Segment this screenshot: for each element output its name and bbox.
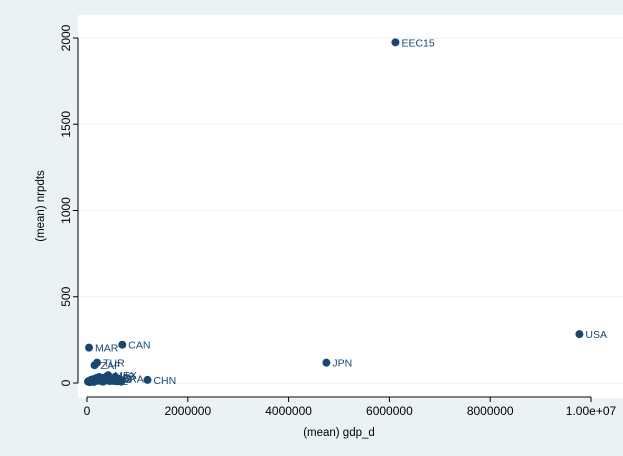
x-tick-label: 2000000 [164,404,211,418]
y-axis-ticks: 0 500 1000 1500 2000 [59,24,78,386]
x-axis-ticks: 0 2000000 4000000 6000000 8000000 1.00e+07 [84,397,617,418]
x-tick-label: 8000000 [467,404,514,418]
y-tick-label: 500 [59,286,73,306]
grid-lines [78,37,623,384]
data-point-jpn [322,358,331,367]
y-tick-label: 1500 [59,111,73,138]
data-point-chn [143,375,152,384]
x-tick-label: 4000000 [265,404,312,418]
point-label-can: CAN [128,340,150,352]
data-point-mar [85,343,94,352]
point-label-chn: CHN [153,375,176,387]
data-points: EEC15USACANMARJPNTURZAFCHNMEXINDBRAKORAR… [84,37,607,388]
data-point-usa [575,330,584,339]
data-point [117,377,126,386]
point-label-usa: USA [585,329,607,341]
data-point-eec15 [391,38,400,47]
y-tick-label: 0 [59,379,73,386]
data-point-can [118,340,127,349]
x-tick-label: 0 [84,404,91,418]
x-axis-label: (mean) gdp_d [303,427,375,439]
point-label-zaf: ZAF [101,360,121,372]
point-label-jpn: JPN [332,358,352,370]
y-tick-label: 1000 [59,197,73,224]
y-tick-label: 2000 [59,24,73,51]
data-point-zaf [90,361,99,370]
point-label-bra: BRA [122,374,144,386]
point-label-mar: MAR [95,343,119,355]
y-axis-label: (mean) nrpdts [35,170,47,242]
x-tick-label: 1.00e+07 [566,404,617,418]
point-label-eec15: EEC15 [401,37,434,49]
x-tick-label: 6000000 [366,404,413,418]
plot-area [78,15,623,398]
point-label-tur: TUR [103,358,125,370]
